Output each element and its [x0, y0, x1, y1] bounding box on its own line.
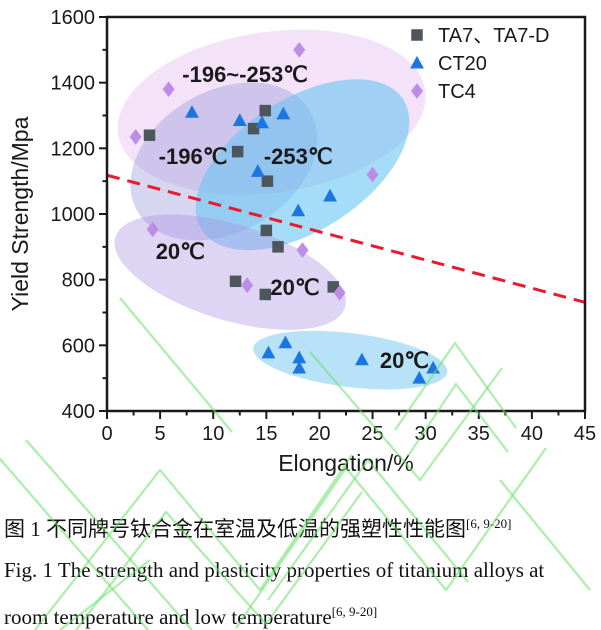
caption-zh-text: 图 1 不同牌号钛合金在室温及低温的强塑性性能图 [4, 517, 466, 541]
data-point-diamond [333, 284, 346, 301]
caption-en-ref: [6, 9-20] [331, 604, 378, 619]
y-tick-label: 1400 [51, 73, 96, 95]
caption-line-en-2: room temperature and low temperature[6, … [4, 591, 598, 630]
region-minus253 [195, 79, 410, 251]
y-axis: 400 600 800 1000 1200 1400 1600 Yield Strength/… [7, 7, 107, 423]
data-point-diamond [411, 83, 423, 99]
data-point-diamond [241, 277, 254, 294]
caption-line-en-1: Fig. 1 The strength and plasticity prope… [4, 558, 545, 582]
data-point-triangle [291, 203, 306, 217]
data-point-triangle [261, 345, 276, 359]
x-axis: 0 5 10 15 20 25 30 35 40 45 Elongation/% [101, 411, 596, 476]
y-tick-label: 1200 [51, 138, 96, 160]
data-point-diamond [296, 242, 309, 258]
data-point-triangle [255, 115, 269, 129]
data-point-square [229, 275, 242, 288]
data-point-triangle [410, 55, 424, 69]
data-point-triangle [232, 113, 247, 126]
legend-label: TC4 [438, 81, 476, 103]
data-point-square [259, 104, 272, 117]
region-label: 20℃ [380, 348, 429, 373]
x-tick-label: 5 [155, 423, 166, 445]
x-tick-label: 30 [415, 423, 437, 445]
x-axis-title: Elongation/% [278, 450, 414, 476]
legend: TA7、TA7-D CT20 TC4 [410, 25, 550, 103]
data-point-diamond [293, 42, 306, 58]
data-point-diamond [366, 166, 379, 183]
data-point-square [327, 281, 340, 293]
legend-label: TA7、TA7-D [438, 25, 550, 47]
data-point-triangle [323, 188, 337, 202]
x-tick-label: 35 [468, 423, 490, 445]
region-room-temp-mid [114, 214, 346, 330]
y-tick-label: 600 [62, 335, 95, 357]
data-point-square [143, 129, 156, 141]
region-label: -196~-253℃ [182, 62, 308, 87]
data-point-square [411, 29, 423, 41]
series-diamond [129, 42, 379, 301]
region-label: -253℃ [264, 144, 333, 169]
x-tick-label: 40 [521, 423, 543, 445]
series-square [143, 104, 340, 301]
y-tick-label: 800 [62, 270, 95, 292]
y-axis-title: Yield Strength/Mpa [7, 116, 33, 311]
data-point-triangle [292, 360, 307, 374]
x-tick-label: 10 [202, 423, 224, 445]
chart-canvas: -196~-253℃ -196℃ -253℃ 20℃ 20℃ 20℃ 0 5 10 15 20 25 3… [7, 7, 596, 476]
y-tick-label: 1600 [51, 7, 96, 29]
scatter-chart: -196~-253℃ -196℃ -253℃ 20℃ 20℃ 20℃ 0 5 10 15 20 25 3… [7, 7, 596, 476]
x-tick-label: 25 [361, 423, 383, 445]
data-point-square [259, 288, 272, 301]
caption-zh-ref: [6, 9-20] [466, 516, 512, 531]
region-label: -196℃ [159, 144, 228, 169]
x-tick-label: 20 [308, 423, 330, 445]
data-point-triangle [292, 350, 307, 364]
data-point-triangle [276, 106, 291, 120]
y-tick-label: 400 [62, 401, 95, 423]
x-tick-label: 45 [574, 423, 596, 445]
data-point-square [231, 145, 244, 158]
data-point-diamond [146, 221, 159, 238]
x-tick-label: 0 [101, 423, 112, 445]
caption-en-text: room temperature and low temperature [4, 605, 332, 629]
data-point-diamond [129, 129, 142, 145]
data-point-triangle [250, 164, 265, 177]
data-point-square [272, 241, 284, 253]
data-point-square [260, 224, 273, 237]
x-tick-label: 15 [255, 423, 277, 445]
figure-caption: 图 1 不同牌号钛合金在室温及低温的强塑性性能图[6, 9-20] Fig. 1… [4, 503, 598, 630]
legend-label: CT20 [438, 53, 487, 75]
data-point-triangle [185, 105, 199, 118]
data-point-triangle [278, 335, 293, 349]
data-point-square [247, 122, 260, 135]
y-tick-label: 1000 [51, 204, 96, 226]
caption-line-zh: 图 1 不同牌号钛合金在室温及低温的强塑性性能图[6, 9-20] [4, 503, 598, 550]
data-point-diamond [162, 81, 175, 98]
data-point-square [261, 175, 274, 187]
region-label: 20℃ [156, 239, 205, 264]
region-label: 20℃ [270, 275, 319, 300]
